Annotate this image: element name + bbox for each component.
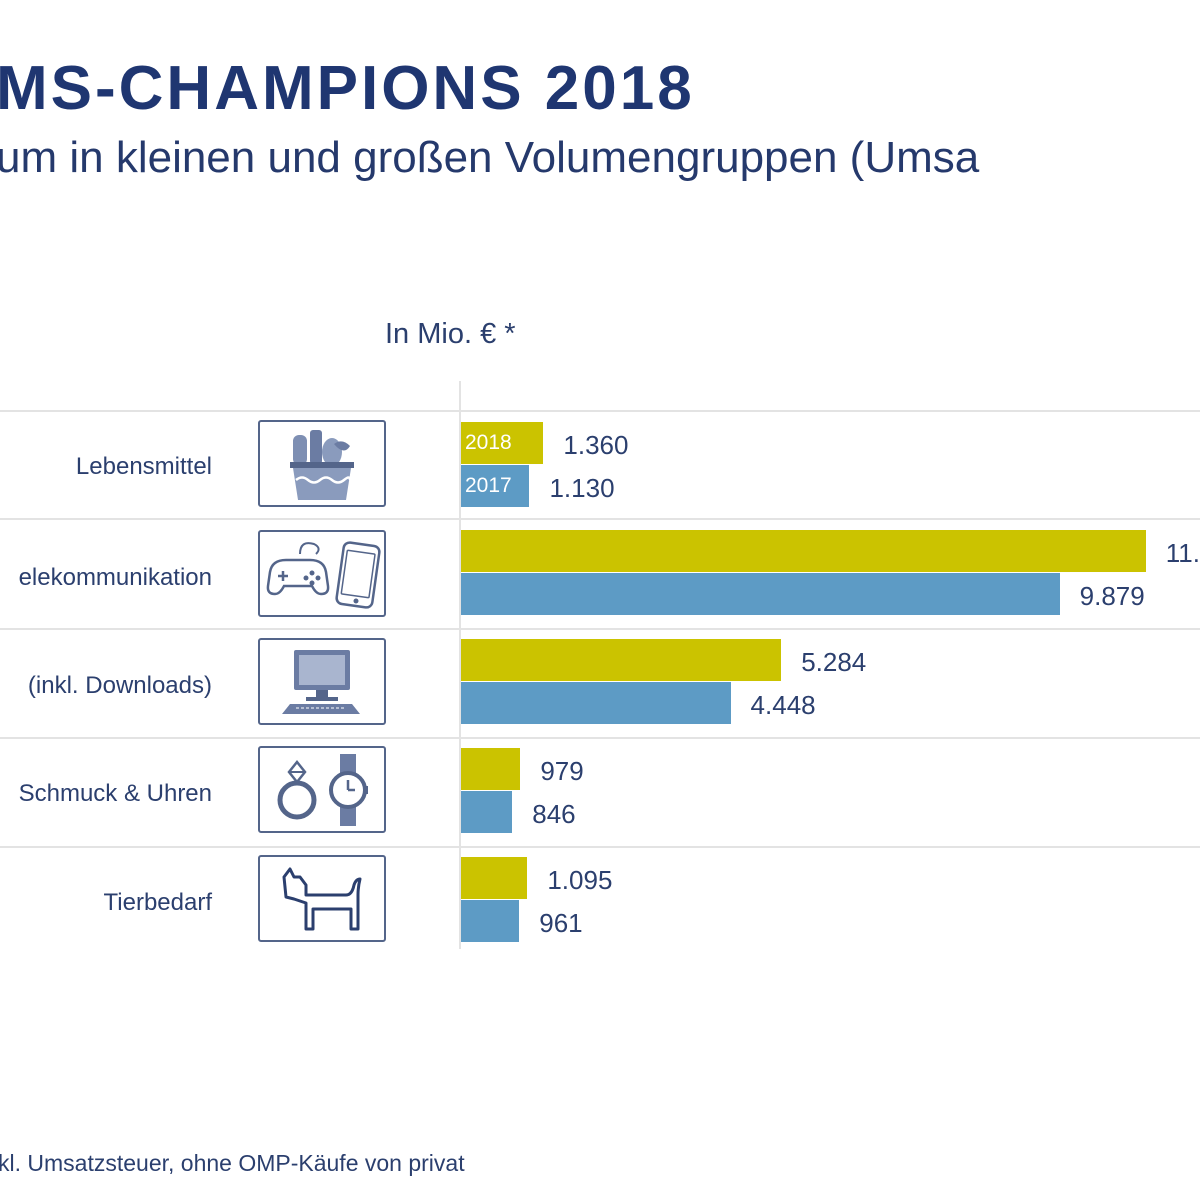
unit-label: In Mio. € * [385, 318, 516, 350]
value-label: 11. [1165, 538, 1200, 568]
category-label: Lebensmittel [75, 453, 212, 480]
chart-axis-line [459, 381, 461, 949]
row-separator [0, 737, 1200, 739]
row-separator [0, 846, 1200, 848]
bar-2017-1 [461, 573, 1060, 615]
value-label: 5.284 [801, 647, 867, 677]
bar-2018-4 [461, 857, 528, 899]
bar-2018-2 [461, 639, 782, 681]
footnote: kl. Umsatzsteuer, ohne OMP-Käufe von pri… [0, 1150, 465, 1176]
value-label: 961 [539, 908, 583, 938]
page-title: MS-CHAMPIONS 2018 [0, 54, 695, 123]
gamepad-smartphone-icon [258, 530, 386, 617]
bar-2017-2 [461, 682, 731, 724]
grocery-basket-icon [258, 420, 386, 507]
legend-label-2018: 2018 [465, 431, 512, 454]
value-label: 979 [540, 756, 584, 786]
bar-2017-0: 2017 [461, 465, 530, 507]
value-label: 4.448 [750, 690, 816, 720]
page-subtitle: um in kleinen und großen Volumengruppen … [0, 133, 980, 182]
legend-label-2017: 2017 [465, 474, 512, 497]
bar-2017-4 [461, 900, 520, 942]
value-label: 1.130 [549, 473, 615, 503]
dog-icon [258, 855, 386, 942]
bar-2018-1 [461, 530, 1146, 572]
value-label: 1.360 [563, 430, 629, 460]
computer-icon [258, 638, 386, 725]
row-separator [0, 410, 1200, 412]
bar-2018-0: 2018 [461, 422, 544, 464]
category-label: Schmuck & Uhren [18, 780, 212, 807]
row-separator [0, 628, 1200, 630]
bar-2018-3 [461, 748, 521, 790]
ring-watch-icon [258, 746, 386, 833]
bar-2017-3 [461, 791, 513, 833]
category-label: Tierbedarf [103, 889, 213, 916]
category-label: elekommunikation [18, 564, 212, 591]
category-label: (inkl. Downloads) [27, 672, 212, 699]
value-label: 1.095 [547, 865, 613, 895]
row-separator [0, 518, 1200, 520]
value-label: 9.879 [1079, 581, 1145, 611]
value-label: 846 [532, 799, 576, 829]
